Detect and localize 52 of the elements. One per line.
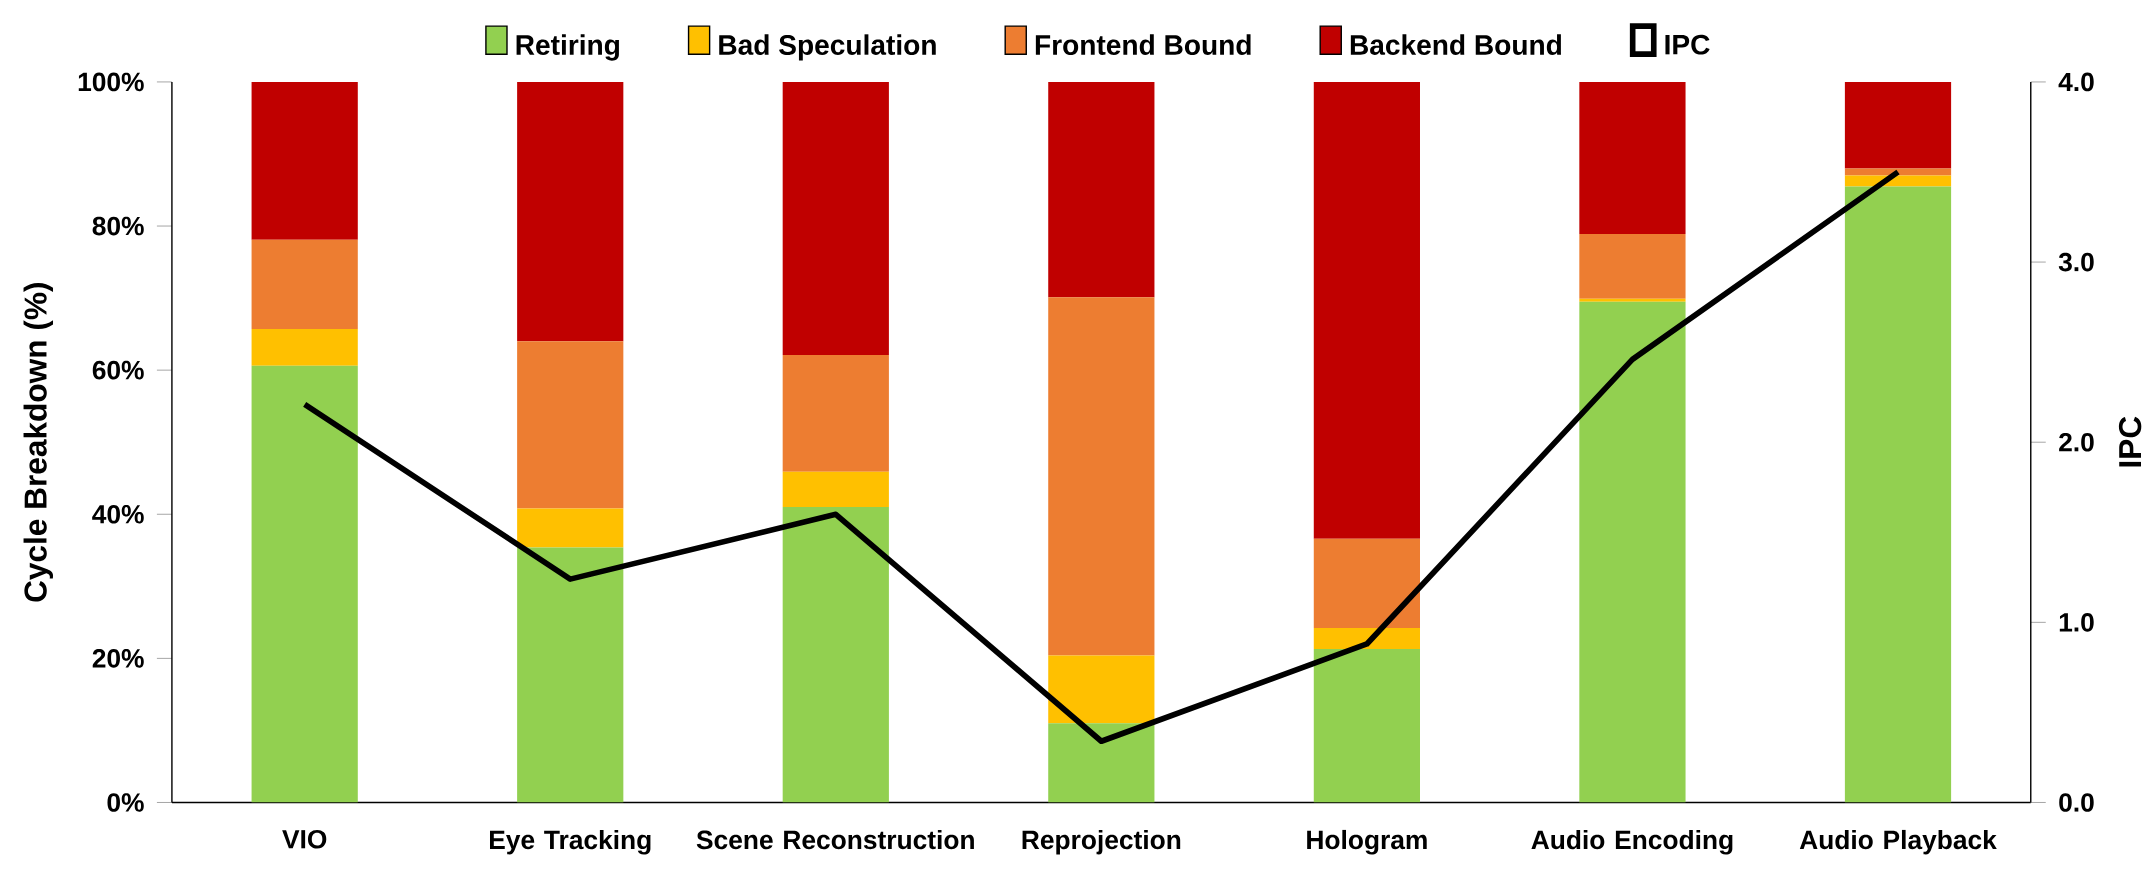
- bar: [1048, 297, 1155, 656]
- bar: [517, 547, 624, 803]
- y-axis-title: Cycle Breakdown (%): [23, 282, 54, 602]
- bar: [1579, 81, 1686, 234]
- bar: [782, 354, 889, 472]
- bar: [1313, 648, 1420, 803]
- bar: [1313, 538, 1420, 628]
- bar: [782, 81, 889, 355]
- y2-tick-label: 4.0: [2058, 72, 2094, 92]
- bar: [1048, 81, 1155, 298]
- y2-axis-title: IPC: [2118, 416, 2142, 467]
- bar: [1048, 655, 1155, 724]
- legend-label: Frontend Bound: [1035, 34, 1251, 55]
- bar: [1844, 186, 1952, 803]
- legend-label: Backend Bound: [1350, 34, 1561, 55]
- y-tick-label: 100%: [78, 72, 144, 92]
- bar: [782, 471, 889, 507]
- x-tick-label: VIO: [282, 829, 327, 849]
- x-tick-label: Reprojection: [1022, 829, 1181, 855]
- y-tick-label: 20%: [92, 648, 144, 668]
- x-tick-label: Audio Playback: [1799, 829, 1997, 855]
- y2-tick-label: 3.0: [2058, 252, 2094, 272]
- x-tick-label: Audio Encoding: [1531, 829, 1733, 855]
- bar: [251, 239, 358, 329]
- bar: [1844, 168, 1952, 176]
- y-tick-label: 40%: [92, 504, 144, 524]
- bar: [251, 81, 358, 240]
- bar: [782, 506, 889, 803]
- y2-tick-label: 1.0: [2059, 612, 2094, 632]
- bar: [1313, 627, 1420, 649]
- bar: [251, 328, 358, 366]
- legend-label: IPC: [1665, 34, 1710, 55]
- bar: [251, 365, 358, 803]
- x-tick-label: Scene Reconstruction: [696, 829, 974, 850]
- bar: [517, 508, 624, 548]
- x-tick-label: Eye Tracking: [490, 829, 651, 855]
- legend-label: Bad Speculation: [719, 34, 936, 61]
- bar: [1579, 298, 1686, 302]
- y2-tick-label: 2.0: [2059, 432, 2094, 452]
- bar: [1844, 81, 1952, 169]
- bar: [517, 341, 624, 509]
- y2-tick-label: 0.0: [2059, 792, 2094, 812]
- y-tick-label: 60%: [92, 360, 144, 380]
- legend-label: Retiring: [516, 34, 619, 61]
- bar: [1048, 723, 1155, 803]
- x-tick-label: Hologram: [1307, 829, 1427, 855]
- bar: [517, 81, 624, 342]
- bar: [1579, 301, 1686, 803]
- bar: [1579, 233, 1686, 299]
- y-tick-label: 0%: [107, 792, 144, 812]
- y-tick-label: 80%: [92, 216, 144, 236]
- bar: [1313, 81, 1420, 539]
